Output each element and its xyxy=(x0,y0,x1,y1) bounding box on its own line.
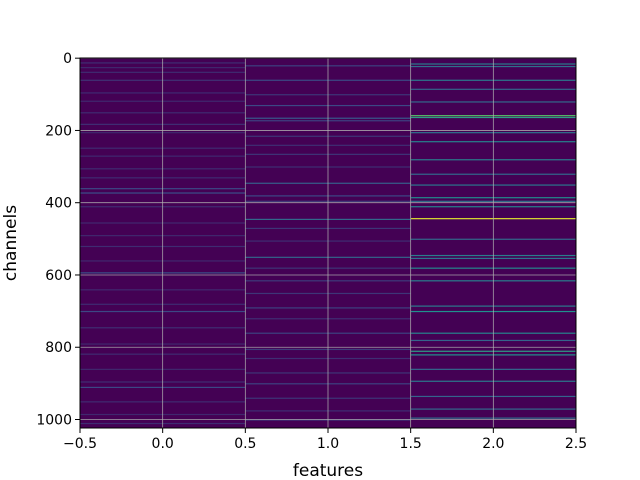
y-tick-label: 200 xyxy=(45,123,72,139)
x-tick-label: 0.0 xyxy=(152,436,174,452)
y-tick-label: 600 xyxy=(45,268,72,284)
y-tick-label: 0 xyxy=(63,51,72,67)
x-tick-label: −0.5 xyxy=(63,436,97,452)
y-tick-label: 800 xyxy=(45,340,72,356)
x-axis-label: features xyxy=(293,461,363,480)
x-tick-label: 1.5 xyxy=(400,436,422,452)
y-axis-label: channels xyxy=(1,205,21,281)
y-tick-label: 1000 xyxy=(36,413,72,429)
x-tick-label: 1.0 xyxy=(317,436,339,452)
y-tick-label: 400 xyxy=(45,196,72,212)
x-tick-label: 2.0 xyxy=(482,436,504,452)
x-tick-label: 2.5 xyxy=(565,436,587,452)
x-tick-label: 0.5 xyxy=(234,436,256,452)
x-axis: −0.5 0.0 0.5 1.0 1.5 2.0 2.5 xyxy=(63,428,587,452)
plot-area xyxy=(79,57,577,429)
y-axis: 0 200 400 600 800 1000 xyxy=(36,51,80,429)
